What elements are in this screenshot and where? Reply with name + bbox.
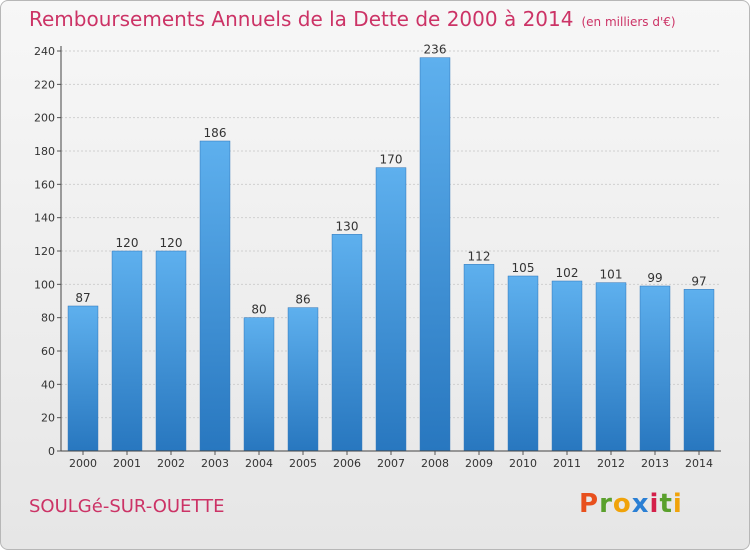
value-label: 170	[380, 153, 403, 167]
place-name: SOULGé-SUR-OUETTE	[29, 496, 225, 517]
bar-2010	[507, 275, 539, 452]
x-tick-label: 2000	[69, 457, 97, 470]
value-label: 97	[691, 274, 706, 288]
value-label: 80	[251, 303, 266, 317]
x-tick-label: 2009	[465, 457, 493, 470]
logo-letter: i	[649, 489, 660, 519]
value-label: 99	[647, 271, 662, 285]
value-label: 112	[468, 249, 491, 263]
chart-title: Remboursements Annuels de la Dette de 20…	[29, 7, 676, 31]
value-label: 101	[600, 268, 623, 282]
bar-2003	[199, 140, 231, 452]
x-tick-label: 2007	[377, 457, 405, 470]
bars	[67, 57, 715, 452]
x-tick-label: 2003	[201, 457, 229, 470]
x-tick-label: 2005	[289, 457, 317, 470]
logo-letter: r	[599, 489, 613, 519]
y-tick-label: 160	[34, 178, 55, 191]
bar-2012	[595, 282, 627, 452]
bar-2011	[551, 280, 583, 452]
bar-2004	[243, 317, 275, 452]
logo-letter: o	[612, 489, 632, 519]
y-tick-label: 60	[41, 345, 55, 358]
value-label: 105	[512, 261, 535, 275]
x-tick-label: 2012	[597, 457, 625, 470]
axes	[57, 46, 721, 455]
y-tick-label: 220	[34, 78, 55, 91]
y-tick-label: 200	[34, 112, 55, 125]
value-label: 87	[75, 291, 90, 305]
x-tick-label: 2014	[685, 457, 713, 470]
bar-2007	[375, 167, 407, 452]
bar-2002	[155, 250, 187, 452]
x-tick-label: 2001	[113, 457, 141, 470]
x-tick-label: 2010	[509, 457, 537, 470]
logo-letter: x	[631, 489, 650, 519]
bar-2000	[67, 305, 99, 452]
x-tick-label: 2013	[641, 457, 669, 470]
x-tick-label: 2006	[333, 457, 361, 470]
logo-letter: P	[579, 489, 600, 519]
bar-2005	[287, 307, 319, 452]
proxiti-logo: Proxiti	[579, 489, 683, 519]
bar-2006	[331, 234, 363, 452]
value-label: 86	[295, 293, 310, 307]
x-tick-label: 2011	[553, 457, 581, 470]
value-label: 236	[424, 43, 447, 57]
bar-2013	[639, 285, 671, 452]
y-tick-label: 40	[41, 378, 55, 391]
chart-unit-label: (en milliers d'€)	[581, 15, 676, 29]
logo-letter: t	[659, 489, 673, 519]
labels: 0 20 40 60 80 100 120 140 160 180 200 220 240 87 2000 1…	[34, 43, 713, 470]
y-tick-label: 180	[34, 145, 55, 158]
value-label: 102	[556, 266, 579, 280]
value-label: 120	[116, 236, 139, 250]
y-tick-label: 20	[41, 412, 55, 425]
value-label: 130	[336, 219, 359, 233]
y-tick-label: 100	[34, 278, 55, 291]
logo-letter: i	[672, 489, 683, 519]
y-tick-label: 240	[34, 45, 55, 58]
x-tick-label: 2002	[157, 457, 185, 470]
y-tick-label: 140	[34, 212, 55, 225]
chart-title-text: Remboursements Annuels de la Dette de 20…	[29, 7, 574, 31]
y-tick-label: 0	[48, 445, 55, 458]
x-tick-label: 2004	[245, 457, 273, 470]
bar-2009	[463, 264, 495, 452]
value-label: 186	[204, 126, 227, 140]
x-tick-label: 2008	[421, 457, 449, 470]
bar-2001	[111, 250, 143, 452]
bar-2014	[683, 289, 715, 452]
bar-2008	[419, 57, 451, 452]
value-label: 120	[160, 236, 183, 250]
y-tick-label: 80	[41, 312, 55, 325]
y-tick-label: 120	[34, 245, 55, 258]
